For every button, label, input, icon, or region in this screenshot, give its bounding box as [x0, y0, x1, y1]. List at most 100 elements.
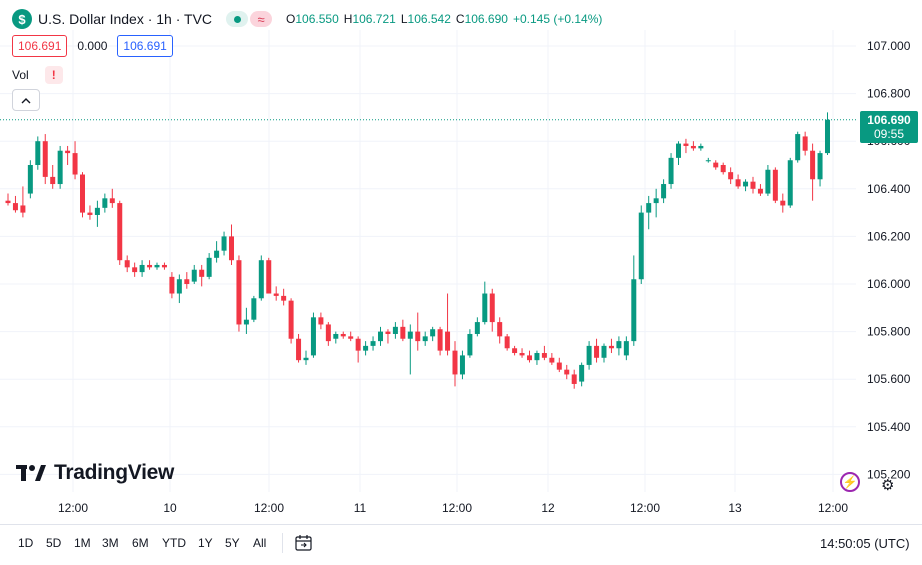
- candle[interactable]: [534, 350, 540, 365]
- candle[interactable]: [608, 338, 614, 354]
- candle[interactable]: [683, 138, 689, 154]
- candle[interactable]: [35, 136, 41, 170]
- candle[interactable]: [176, 274, 182, 304]
- candle[interactable]: [661, 179, 667, 204]
- candle[interactable]: [109, 188, 115, 208]
- tradingview-logo[interactable]: TradingView: [16, 461, 174, 485]
- candle[interactable]: [653, 188, 659, 218]
- candle[interactable]: [251, 295, 257, 323]
- sell-price-button[interactable]: 106.691: [12, 35, 68, 57]
- candle[interactable]: [94, 200, 100, 227]
- candle[interactable]: [459, 350, 465, 380]
- candle[interactable]: [303, 350, 309, 365]
- candle[interactable]: [102, 193, 108, 213]
- candle[interactable]: [541, 345, 547, 361]
- candle[interactable]: [392, 322, 398, 339]
- candle[interactable]: [72, 141, 78, 180]
- candle[interactable]: [780, 193, 786, 213]
- candle[interactable]: [474, 317, 480, 337]
- candle[interactable]: [154, 262, 160, 270]
- range-6m[interactable]: 6M: [132, 536, 149, 550]
- candle[interactable]: [42, 134, 48, 185]
- candle[interactable]: [720, 162, 726, 175]
- candle[interactable]: [5, 193, 11, 206]
- candle[interactable]: [795, 131, 801, 163]
- candle[interactable]: [750, 176, 756, 194]
- utc-clock[interactable]: 14:50:05 (UTC): [820, 536, 910, 551]
- candle[interactable]: [772, 167, 778, 204]
- range-3m[interactable]: 3M: [102, 536, 119, 550]
- candle[interactable]: [333, 331, 339, 344]
- candle[interactable]: [117, 200, 123, 265]
- range-1y[interactable]: 1Y: [198, 536, 213, 550]
- candle[interactable]: [378, 326, 383, 346]
- candle[interactable]: [482, 281, 488, 325]
- candle[interactable]: [743, 179, 749, 192]
- candle[interactable]: [161, 262, 167, 270]
- candle[interactable]: [400, 319, 406, 342]
- candle[interactable]: [802, 131, 808, 156]
- candle[interactable]: [50, 165, 56, 189]
- candle[interactable]: [512, 345, 518, 356]
- candle[interactable]: [765, 165, 771, 196]
- candle[interactable]: [288, 298, 294, 344]
- candle[interactable]: [601, 343, 607, 363]
- candle[interactable]: [80, 172, 85, 218]
- candle[interactable]: [281, 288, 287, 306]
- volume-label[interactable]: Vol: [12, 68, 29, 82]
- range-1d[interactable]: 1D: [18, 536, 34, 550]
- candle[interactable]: [355, 336, 361, 363]
- candle[interactable]: [236, 255, 242, 332]
- candle[interactable]: [676, 141, 681, 165]
- candle[interactable]: [273, 286, 279, 301]
- candle[interactable]: [184, 272, 190, 289]
- candle[interactable]: [340, 331, 346, 339]
- candle[interactable]: [489, 288, 495, 332]
- candle[interactable]: [497, 317, 503, 344]
- calendar-range-icon[interactable]: [294, 533, 314, 553]
- candle[interactable]: [229, 224, 234, 265]
- buy-price-button[interactable]: 106.691: [117, 35, 173, 57]
- candle[interactable]: [27, 160, 33, 199]
- candle[interactable]: [728, 167, 734, 185]
- candle[interactable]: [325, 322, 331, 346]
- candle[interactable]: [422, 331, 428, 346]
- candle[interactable]: [266, 257, 272, 294]
- candle[interactable]: [139, 260, 145, 277]
- candle[interactable]: [757, 184, 763, 196]
- range-5d[interactable]: 5D: [46, 536, 62, 550]
- candle[interactable]: [623, 336, 629, 361]
- candle[interactable]: [243, 307, 249, 334]
- candle[interactable]: [519, 348, 525, 358]
- candle[interactable]: [147, 260, 153, 270]
- candle[interactable]: [87, 205, 93, 220]
- candle[interactable]: [12, 195, 18, 213]
- candle[interactable]: [437, 326, 443, 356]
- candle[interactable]: [124, 255, 130, 273]
- candle[interactable]: [363, 341, 369, 356]
- candle[interactable]: [810, 143, 816, 201]
- candle[interactable]: [556, 357, 562, 373]
- candle[interactable]: [571, 369, 577, 389]
- wave-icon[interactable]: ≈: [250, 11, 273, 27]
- range-ytd[interactable]: YTD: [162, 536, 186, 550]
- candle[interactable]: [690, 141, 696, 151]
- candle[interactable]: [646, 195, 652, 230]
- candle[interactable]: [20, 186, 26, 218]
- candle[interactable]: [348, 331, 354, 342]
- candle[interactable]: [825, 112, 830, 156]
- candle[interactable]: [698, 143, 704, 151]
- chevron-up-icon[interactable]: [12, 89, 40, 111]
- candle[interactable]: [504, 333, 510, 351]
- candle[interactable]: [57, 145, 63, 189]
- candle[interactable]: [385, 329, 391, 344]
- warning-icon[interactable]: !: [44, 66, 63, 84]
- symbol-title[interactable]: U.S. Dollar Index · 1h · TVC: [38, 11, 213, 27]
- range-1m[interactable]: 1M: [74, 536, 91, 550]
- candle[interactable]: [616, 336, 622, 356]
- candle[interactable]: [445, 293, 451, 356]
- candle[interactable]: [452, 341, 458, 387]
- range-all[interactable]: All: [253, 536, 267, 550]
- candle[interactable]: [735, 174, 741, 189]
